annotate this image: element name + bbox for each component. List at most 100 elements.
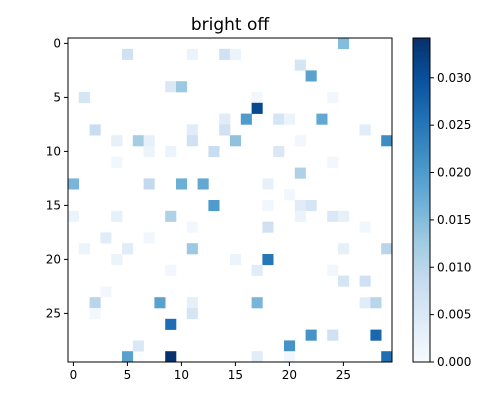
heatmap-cell	[89, 124, 101, 136]
x-axis: 0 5 10 15 20 25	[70, 362, 351, 382]
y-tick-label: 0	[53, 36, 61, 50]
heatmap-cell	[251, 351, 263, 363]
heatmap-cell	[219, 113, 231, 125]
heatmap-cell	[262, 200, 274, 212]
heatmap-cell	[359, 275, 371, 287]
heatmap-cell	[327, 92, 339, 104]
plot-background	[68, 38, 392, 362]
heatmap-cell	[305, 329, 317, 341]
heatmap-cell	[338, 243, 350, 255]
heatmap-cell	[219, 124, 231, 136]
heatmap-cell	[381, 243, 393, 255]
heatmap-cell	[176, 81, 188, 93]
heatmap-cell	[294, 59, 306, 71]
heatmap-cell	[186, 221, 198, 233]
heatmap-cell	[262, 221, 274, 233]
heatmap-cell	[186, 48, 198, 60]
heatmap-cell	[230, 135, 242, 147]
heatmap-cell	[316, 113, 328, 125]
heatmap-cell	[327, 329, 339, 341]
colorbar-axis: 0.000 0.005 0.010 0.015 0.020 0.025 0.030	[430, 71, 471, 369]
heatmap-cell	[78, 92, 90, 104]
heatmap-cells	[68, 38, 393, 363]
colorbar-tick-label: 0.030	[437, 71, 471, 85]
heatmap-cell	[381, 135, 393, 147]
heatmap-cell	[370, 297, 382, 309]
heatmap-cell	[240, 113, 252, 125]
heatmap-cell	[338, 275, 350, 287]
heatmap-cell	[305, 200, 317, 212]
heatmap-cell	[370, 329, 382, 341]
plot-frame	[67, 37, 393, 363]
heatmap-cell	[186, 308, 198, 320]
heatmap-cell	[68, 210, 80, 222]
heatmap-cell	[338, 210, 350, 222]
heatmap-cell	[273, 146, 285, 158]
colorbar-tick-label: 0.010	[437, 260, 471, 274]
heatmap-cell	[165, 351, 177, 363]
heatmap-cell	[294, 135, 306, 147]
x-tick-label: 5	[124, 368, 132, 382]
heatmap-cell	[111, 156, 123, 168]
heatmap-cell	[327, 264, 339, 276]
heatmap-cell	[294, 200, 306, 212]
heatmap-cell	[165, 318, 177, 330]
heatmap-cell	[219, 48, 231, 60]
heatmap-cell	[111, 254, 123, 266]
heatmap-cell	[186, 297, 198, 309]
heatmap-cell	[262, 254, 274, 266]
heatmap-cell	[132, 340, 144, 352]
colorbar-tick-label: 0.000	[437, 355, 471, 369]
heatmap-cell	[68, 178, 80, 190]
heatmap-cell	[359, 297, 371, 309]
heatmap-cell	[251, 102, 263, 114]
heatmap-cell	[208, 200, 220, 212]
y-tick-label: 5	[53, 90, 61, 104]
y-axis: 0 5 10 15 20 25	[46, 36, 68, 320]
heatmap-cell	[251, 92, 263, 104]
heatmap-cell	[122, 48, 134, 60]
heatmap-cell	[186, 243, 198, 255]
chart-title: bright off	[191, 15, 271, 35]
heatmap-cell	[284, 113, 296, 125]
heatmap-cell	[381, 351, 393, 363]
heatmap-cell	[338, 38, 350, 50]
heatmap-cell	[273, 113, 285, 125]
heatmap-cell	[186, 124, 198, 136]
heatmap-cell	[89, 308, 101, 320]
heatmap-cell	[284, 189, 296, 201]
x-tick-label: 0	[70, 368, 78, 382]
colorbar-tick-label: 0.015	[437, 213, 471, 227]
heatmap-cell	[197, 178, 209, 190]
heatmap-cell	[143, 146, 155, 158]
heatmap-cell	[294, 210, 306, 222]
heatmap-cell	[294, 167, 306, 179]
heatmap-cell	[122, 351, 134, 363]
heatmap-cell	[165, 146, 177, 158]
heatmap-cell	[143, 135, 155, 147]
y-tick-label: 25	[46, 306, 61, 320]
heatmap-cell	[111, 210, 123, 222]
heatmap-cell	[176, 178, 188, 190]
heatmap-cell	[89, 297, 101, 309]
heatmap-cell	[143, 232, 155, 244]
colorbar-tick-label: 0.025	[437, 118, 471, 132]
y-tick-label: 10	[46, 144, 61, 158]
heatmap-cell	[230, 254, 242, 266]
colorbar	[412, 37, 431, 363]
heatmap-cell	[208, 146, 220, 158]
heatmap-cell	[165, 264, 177, 276]
heatmap-cell	[359, 124, 371, 136]
heatmap-cell	[100, 232, 112, 244]
heatmap-cell	[284, 351, 296, 363]
heatmap-cell	[305, 70, 317, 82]
heatmap-cell	[359, 221, 371, 233]
heatmap-cell	[327, 210, 339, 222]
heatmap-cell	[230, 48, 242, 60]
heatmap-cell	[122, 243, 134, 255]
x-tick-label: 15	[228, 368, 243, 382]
heatmap-cell	[78, 243, 90, 255]
x-tick-label: 10	[174, 368, 189, 382]
heatmap-cell	[165, 81, 177, 93]
